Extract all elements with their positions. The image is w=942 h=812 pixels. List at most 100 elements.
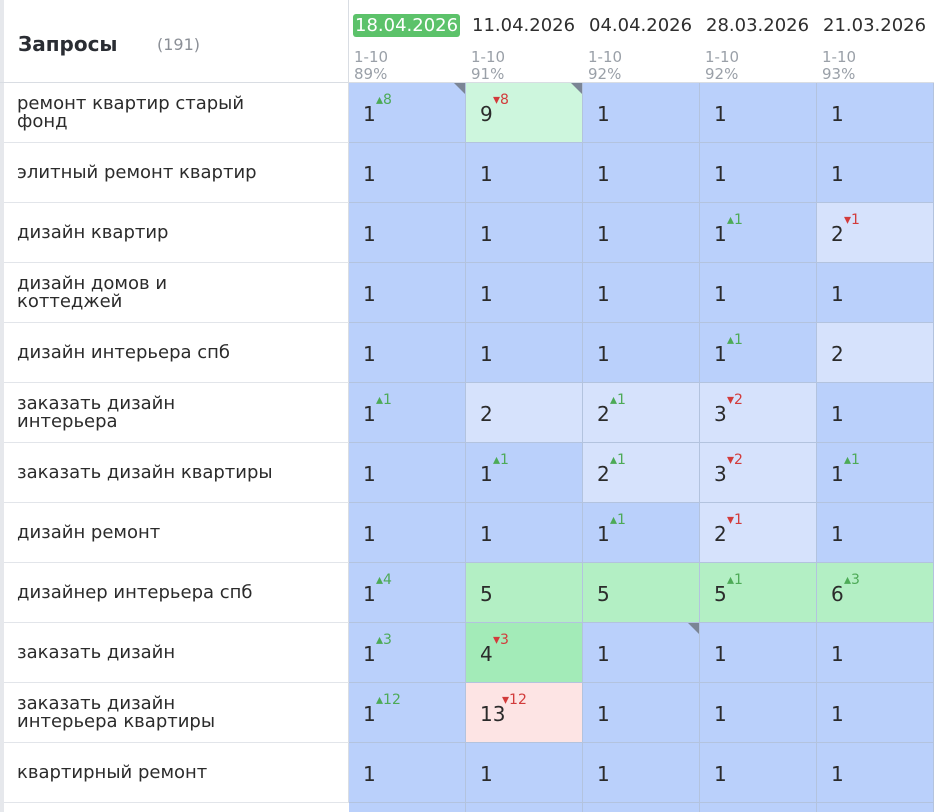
position-cell[interactable]: 1 — [583, 323, 700, 383]
query-row-label[interactable]: элитный ремонт квартир — [4, 143, 349, 203]
note-corner-icon — [571, 83, 582, 94]
query-row-label[interactable]: заказать дизайн квартиры — [4, 443, 349, 503]
position-cell[interactable]: 1 — [349, 323, 466, 383]
query-row-label[interactable]: заказать дизайн интерьера — [4, 383, 349, 443]
position-cell[interactable]: 1 — [700, 83, 817, 143]
position-cell[interactable]: 1 — [583, 203, 700, 263]
delta-value: 1 — [734, 572, 743, 588]
column-range: 1-10 — [588, 48, 623, 66]
position-cell[interactable]: 1 — [817, 83, 934, 143]
position-cell[interactable]: 1 — [817, 503, 934, 563]
query-row-label[interactable]: дизайн интерьера спб — [4, 323, 349, 383]
position-value: 2 — [597, 462, 610, 486]
position-cell[interactable]: 9 ▾8 — [466, 83, 583, 143]
position-cell[interactable]: 1 — [700, 623, 817, 683]
delta-value: 4 — [383, 572, 392, 588]
position-cell[interactable]: 5 — [466, 563, 583, 623]
query-text: дизайн домов и коттеджей — [17, 272, 168, 312]
query-row-label[interactable]: ремонт квартир старый фонд — [4, 83, 349, 143]
query-text: элитный ремонт квартир — [17, 161, 257, 183]
position-cell[interactable]: 1 — [817, 623, 934, 683]
position-cell[interactable]: 1 — [583, 83, 700, 143]
position-cell[interactable]: 1 — [583, 623, 700, 683]
query-row-label[interactable]: дизайн квартир — [4, 203, 349, 263]
position-cell[interactable]: 1 — [700, 743, 817, 803]
position-cell[interactable]: 2 ▾1 — [817, 203, 934, 263]
position-cell[interactable]: 2 ▴1 — [583, 443, 700, 503]
position-cell[interactable]: 13 ▾12 — [466, 683, 583, 743]
date-column-header[interactable]: 11.04.2026 1-10 91% — [466, 0, 583, 83]
arrow-down-icon: ▾ — [502, 692, 510, 708]
position-cell[interactable]: 1 — [817, 383, 934, 443]
query-row-label[interactable]: дизайн ремонт — [4, 503, 349, 563]
position-cell[interactable]: 4 ▾3 — [466, 623, 583, 683]
position-cell[interactable]: 1 ▴8 — [349, 83, 466, 143]
query-row-label[interactable]: дизайнер интерьера спб — [4, 563, 349, 623]
delta-down: ▾3 — [493, 632, 509, 648]
position-cell[interactable]: 5 ▴1 — [700, 563, 817, 623]
arrow-up-icon: ▴ — [844, 572, 852, 588]
position-cell[interactable]: 1 — [817, 743, 934, 803]
position-cell[interactable]: 1 — [700, 263, 817, 323]
delta-up: ▴1 — [610, 452, 626, 468]
position-cell[interactable]: 1 — [583, 743, 700, 803]
position-cell[interactable]: 1 — [817, 143, 934, 203]
delta-down: ▾1 — [727, 512, 743, 528]
position-cell[interactable]: 1 — [466, 743, 583, 803]
position-cell[interactable]: 1 — [349, 743, 466, 803]
date-column-header[interactable]: 04.04.2026 1-10 92% — [583, 0, 700, 83]
arrow-up-icon: ▴ — [610, 392, 618, 408]
position-cell[interactable]: 1 ▴1 — [700, 203, 817, 263]
position-value: 5 — [480, 582, 493, 606]
date-column-header[interactable]: 28.03.2026 1-10 92% — [700, 0, 817, 83]
position-cell[interactable]: 1 ▴1 — [700, 323, 817, 383]
position-cell[interactable]: 1 — [349, 263, 466, 323]
position-cell[interactable]: 1 — [583, 263, 700, 323]
position-cell[interactable]: 1 — [583, 143, 700, 203]
position-cell[interactable]: 1 — [817, 683, 934, 743]
position-cell[interactable]: 6 ▴3 — [817, 563, 934, 623]
position-cell[interactable]: 1 — [466, 203, 583, 263]
position-cell[interactable]: 1 — [349, 443, 466, 503]
position-cell[interactable]: 2 — [466, 383, 583, 443]
position-cell[interactable]: 1 ▴1 — [817, 443, 934, 503]
position-cell[interactable]: 1 ▴1 — [583, 503, 700, 563]
position-cell-partial — [817, 803, 934, 812]
position-cell[interactable]: 1 — [700, 683, 817, 743]
position-cell[interactable]: 1 — [700, 143, 817, 203]
position-cell[interactable]: 1 — [817, 263, 934, 323]
position-value: 1 — [363, 462, 376, 486]
position-cell[interactable]: 3 ▾2 — [700, 443, 817, 503]
date-column-header[interactable]: 21.03.2026 1-10 93% — [817, 0, 934, 83]
position-cell[interactable]: 1 — [583, 683, 700, 743]
position-cell-partial — [700, 803, 817, 812]
date-column-header[interactable]: 18.04.2026 1-10 89% — [349, 0, 466, 83]
position-cell[interactable]: 1 — [349, 503, 466, 563]
position-cell[interactable]: 1 — [466, 503, 583, 563]
position-cell[interactable]: 2 — [817, 323, 934, 383]
position-cell[interactable]: 1 — [466, 263, 583, 323]
position-cell[interactable]: 1 ▴4 — [349, 563, 466, 623]
position-cell[interactable]: 1 ▴3 — [349, 623, 466, 683]
position-cell[interactable]: 2 ▾1 — [700, 503, 817, 563]
position-cell[interactable]: 1 — [466, 143, 583, 203]
position-value: 2 — [831, 222, 844, 246]
position-cell[interactable]: 1 — [349, 143, 466, 203]
arrow-up-icon: ▴ — [376, 632, 384, 648]
query-row-label[interactable]: квартирный ремонт — [4, 743, 349, 803]
query-row-label[interactable]: заказать дизайн интерьера квартиры — [4, 683, 349, 743]
position-cell[interactable]: 1 ▴12 — [349, 683, 466, 743]
arrow-up-icon: ▴ — [376, 392, 384, 408]
position-value: 2 — [480, 402, 493, 426]
position-cell[interactable]: 1 — [349, 203, 466, 263]
arrow-up-icon: ▴ — [727, 332, 735, 348]
query-row-label[interactable]: дизайн домов и коттеджей — [4, 263, 349, 323]
position-cell[interactable]: 2 ▴1 — [583, 383, 700, 443]
position-cell[interactable]: 1 — [466, 323, 583, 383]
position-value: 3 — [714, 462, 727, 486]
position-cell[interactable]: 3 ▾2 — [700, 383, 817, 443]
position-cell[interactable]: 1 ▴1 — [466, 443, 583, 503]
query-row-label[interactable]: заказать дизайн — [4, 623, 349, 683]
position-cell[interactable]: 5 — [583, 563, 700, 623]
position-cell[interactable]: 1 ▴1 — [349, 383, 466, 443]
